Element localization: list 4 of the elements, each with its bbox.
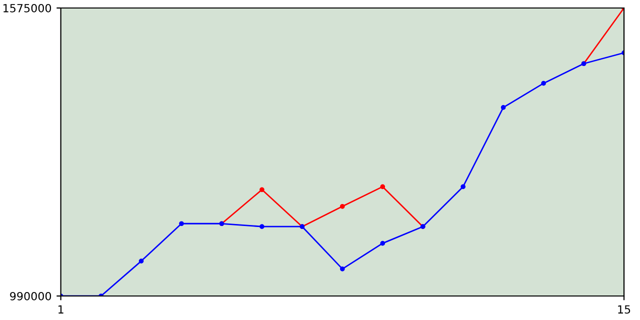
x-tick-label: 15	[618, 305, 630, 314]
x-tick-label: 1	[58, 305, 64, 314]
y-tick-label: 1575000	[4, 4, 52, 12]
y-tick-label: 990000	[10, 292, 52, 300]
